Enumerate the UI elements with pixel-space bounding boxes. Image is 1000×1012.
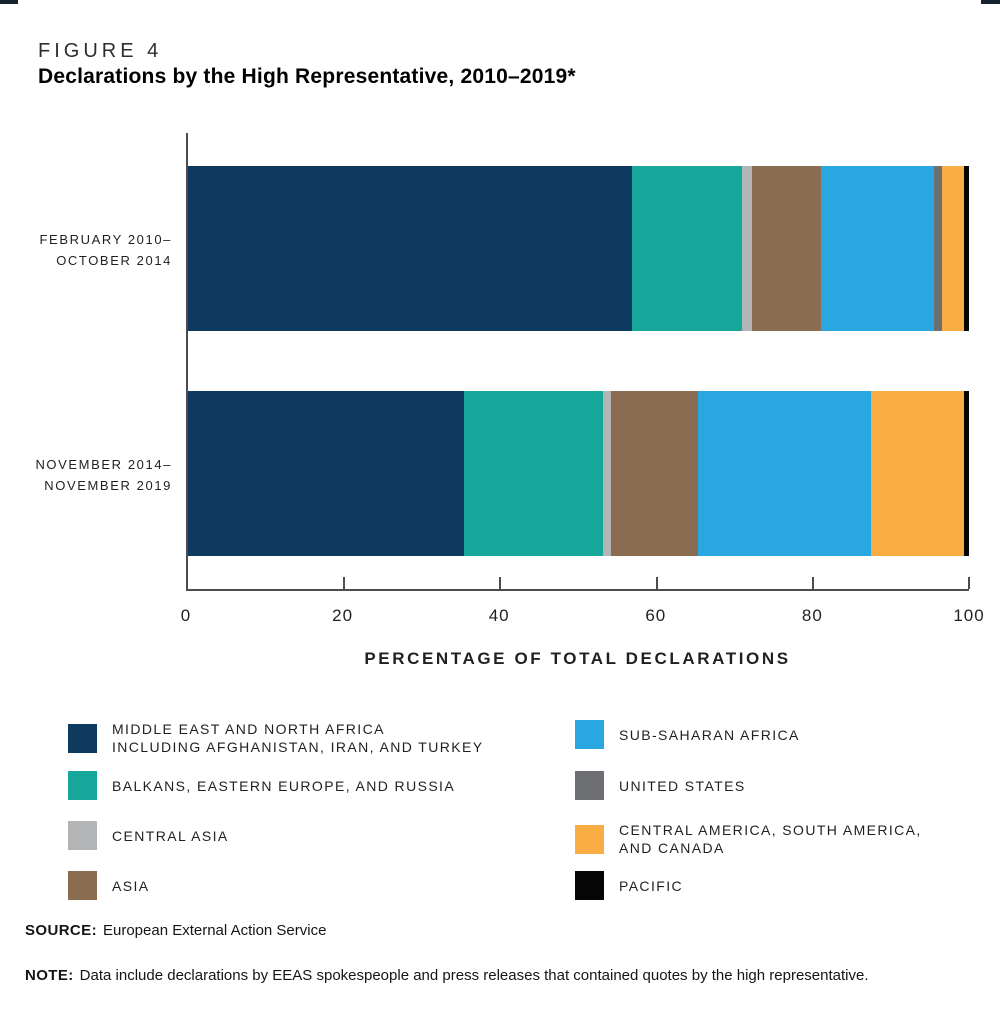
legend-row-central-south-america-canada: CENTRAL AMERICA, SOUTH AMERICA, AND CANAD… bbox=[575, 821, 922, 857]
legend-label: MIDDLE EAST AND NORTH AFRICA INCLUDING AF… bbox=[112, 720, 483, 756]
note-text: Data include declarations by EEAS spokes… bbox=[79, 967, 869, 984]
x-tick-label: 40 bbox=[488, 606, 510, 625]
bar-segment bbox=[602, 391, 612, 556]
legend-label: SUB-SAHARAN AFRICA bbox=[619, 726, 800, 744]
bar-segment bbox=[870, 391, 965, 556]
category-label-nov2014-nov2019: NOVEMBER 2014– NOVEMBER 2019 bbox=[18, 454, 172, 496]
x-tick bbox=[499, 577, 502, 589]
legend-swatch-sub-saharan-africa bbox=[575, 720, 604, 749]
legend-label-line: MIDDLE EAST AND NORTH AFRICA bbox=[112, 721, 385, 737]
legend-label-line: CENTRAL AMERICA, SOUTH AMERICA, bbox=[619, 822, 922, 838]
x-tick-label: 100 bbox=[953, 606, 985, 625]
legend-label: CENTRAL AMERICA, SOUTH AMERICA, AND CANAD… bbox=[619, 821, 922, 857]
x-tick-labels: 0 20 40 60 80 100 bbox=[181, 606, 984, 628]
source-label: SOURCE: bbox=[25, 922, 97, 939]
bar-segment bbox=[463, 391, 603, 556]
legend-label: ASIA bbox=[112, 877, 150, 895]
category-label-line: NOVEMBER 2014– bbox=[35, 457, 172, 472]
legend-row-asia: ASIA bbox=[68, 871, 150, 900]
bar-segment bbox=[188, 166, 632, 331]
legend-label: BALKANS, EASTERN EUROPE, AND RUSSIA bbox=[112, 777, 455, 795]
note-label: NOTE: bbox=[25, 967, 74, 984]
legend-label-line: INCLUDING AFGHANISTAN, IRAN, AND TURKEY bbox=[112, 739, 484, 755]
x-tick-label: 60 bbox=[645, 606, 667, 625]
legend-label-line: BALKANS, EASTERN EUROPE, AND RUSSIA bbox=[112, 777, 456, 794]
legend-label-line: CENTRAL ASIA bbox=[112, 827, 229, 844]
legend-label: UNITED STATES bbox=[619, 777, 746, 795]
page-corner-mark-right bbox=[981, 0, 1000, 4]
legend-label-line: AND CANADA bbox=[619, 840, 725, 856]
chart-title: Declarations by the High Representative,… bbox=[38, 65, 576, 88]
page-corner-mark-left bbox=[0, 0, 18, 4]
source-text: European External Action Service bbox=[102, 922, 327, 939]
legend-swatch-asia bbox=[68, 871, 97, 900]
bar-segment bbox=[611, 391, 698, 556]
x-axis-title: PERCENTAGE OF TOTAL DECLARATIONS bbox=[364, 649, 791, 668]
x-tick-label: 20 bbox=[332, 606, 354, 625]
legend-label-line: ASIA bbox=[112, 877, 150, 894]
x-tick bbox=[655, 577, 658, 589]
legend-swatch-pacific bbox=[575, 871, 604, 900]
legend-label: PACIFIC bbox=[619, 877, 683, 895]
legend-row-pacific: PACIFIC bbox=[575, 871, 683, 900]
x-tick bbox=[343, 577, 346, 589]
bar-segment bbox=[933, 166, 942, 331]
legend-label-line: PACIFIC bbox=[619, 877, 683, 894]
x-tick bbox=[811, 577, 814, 589]
legend-row-balkans-eastern-europe-russia: BALKANS, EASTERN EUROPE, AND RUSSIA bbox=[68, 771, 455, 800]
note-line: NOTE: Data include declarations by EEAS s… bbox=[25, 967, 869, 984]
x-tick-label: 80 bbox=[801, 606, 823, 625]
source-line: SOURCE: European External Action Service bbox=[25, 922, 326, 939]
bar-segment bbox=[964, 166, 969, 331]
x-tick-label: 0 bbox=[180, 606, 192, 625]
legend-label-line: SUB-SAHARAN AFRICA bbox=[619, 726, 800, 743]
category-label-line: NOVEMBER 2019 bbox=[44, 478, 172, 493]
category-label-line: OCTOBER 2014 bbox=[56, 253, 172, 268]
legend-swatch-united-states bbox=[575, 771, 604, 800]
legend-label-line: UNITED STATES bbox=[619, 777, 746, 794]
plot-area bbox=[186, 133, 970, 591]
figure-number-label: FIGURE 4 bbox=[38, 40, 163, 62]
legend-swatch-balkans-eastern-europe-russia bbox=[68, 771, 97, 800]
legend-label: CENTRAL ASIA bbox=[112, 827, 229, 845]
bar-segment bbox=[751, 166, 822, 331]
category-label-feb2010-oct2014: FEBRUARY 2010– OCTOBER 2014 bbox=[18, 229, 172, 271]
legend-row-united-states: UNITED STATES bbox=[575, 771, 746, 800]
stacked-bar-nov2014-nov2019 bbox=[188, 391, 969, 556]
bar-segment bbox=[631, 166, 743, 331]
legend-swatch-middle-east-north-africa bbox=[68, 723, 97, 753]
bar-segment bbox=[964, 391, 969, 556]
legend-swatch-central-south-america-canada bbox=[575, 824, 604, 854]
x-tick bbox=[968, 577, 970, 589]
legend-row-middle-east-north-africa: MIDDLE EAST AND NORTH AFRICA INCLUDING AF… bbox=[68, 720, 483, 756]
bar-segment bbox=[742, 166, 752, 331]
bar-segment bbox=[941, 166, 965, 331]
legend-row-central-asia: CENTRAL ASIA bbox=[68, 821, 229, 850]
bar-segment bbox=[697, 391, 871, 556]
bar-segment bbox=[821, 166, 934, 331]
stacked-bar-feb2010-oct2014 bbox=[188, 166, 969, 331]
category-label-line: FEBRUARY 2010– bbox=[39, 232, 172, 247]
bar-segment bbox=[188, 391, 464, 556]
legend-swatch-central-asia bbox=[68, 821, 97, 850]
legend-row-sub-saharan-africa: SUB-SAHARAN AFRICA bbox=[575, 720, 800, 749]
